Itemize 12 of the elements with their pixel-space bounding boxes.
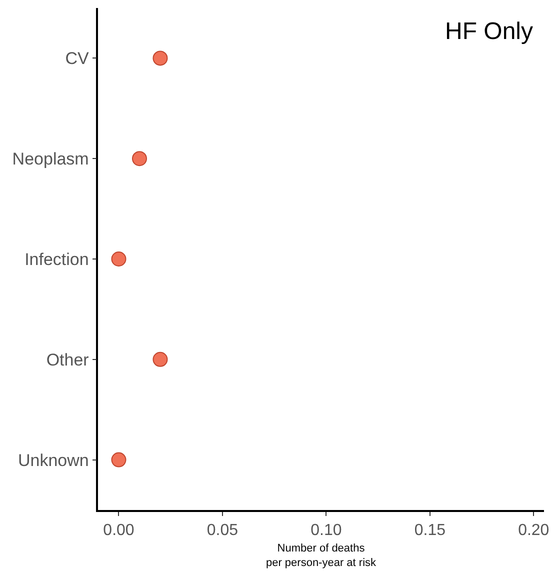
y-tick-label: Other — [46, 350, 90, 370]
x-tick-label: 0.10 — [310, 522, 342, 539]
x-tick-label: 0.00 — [103, 522, 134, 539]
chart-title: HF Only — [445, 18, 534, 45]
y-tick-label: Unknown — [18, 450, 89, 470]
y-tick-label: Infection — [24, 250, 89, 269]
y-tick-label: CV — [65, 49, 90, 68]
x-tick-label: 0.05 — [206, 522, 238, 539]
x-tick-label: 0.20 — [518, 522, 550, 539]
x-tick-label: 0.15 — [414, 522, 446, 539]
y-tick-label: Neoplasm — [12, 150, 89, 169]
x-axis-title: Number of deaths per person-year at risk — [266, 542, 377, 569]
